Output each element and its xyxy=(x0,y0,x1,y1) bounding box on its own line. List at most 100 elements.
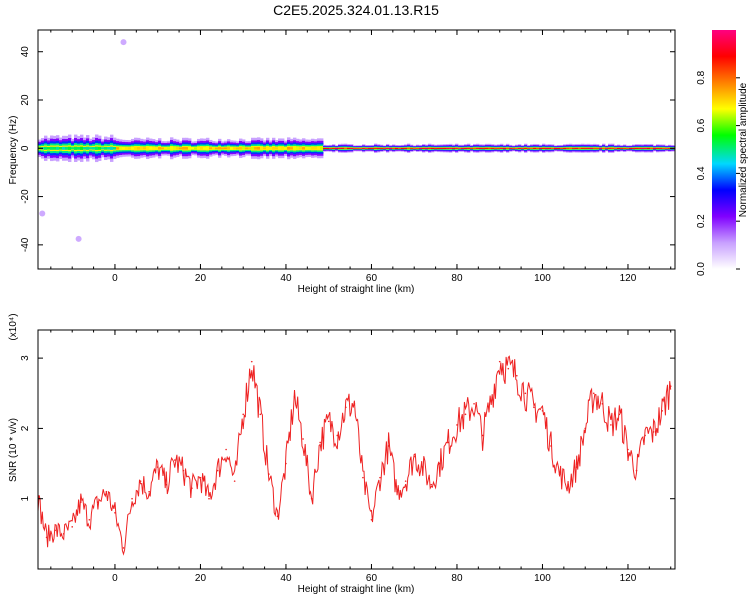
spectrogram-cell xyxy=(356,147,360,150)
spectrogram-cell xyxy=(215,147,219,150)
spectrogram-cell xyxy=(230,147,234,150)
spectrogram-cell xyxy=(53,146,57,150)
spectrogram-cell xyxy=(107,146,111,150)
snr-point xyxy=(362,476,364,479)
spectrogram-cell xyxy=(578,147,582,149)
x-tick-label: 120 xyxy=(620,273,637,284)
spectrogram-cell xyxy=(431,147,435,150)
spectrogram-cell xyxy=(329,147,333,150)
snr-plot-area xyxy=(38,355,672,556)
spectrogram-band xyxy=(38,39,675,242)
snr-point xyxy=(439,462,441,465)
spectrogram-cell xyxy=(464,147,468,149)
spectrogram-cell xyxy=(479,147,483,150)
spectrogram-cell xyxy=(632,147,636,150)
spectrogram-axes: 0 20 40 60 80 100 120 -40 -20 0 20 40 xyxy=(20,30,675,284)
spectrogram-cell xyxy=(500,147,504,149)
spectrogram-outlier xyxy=(39,210,46,217)
snr-point xyxy=(396,490,398,493)
spectrogram-cell xyxy=(71,147,75,150)
spectrogram-cell xyxy=(452,147,456,150)
spectrogram-cell xyxy=(506,147,510,149)
spectrogram-cell xyxy=(668,147,672,150)
spectrogram-cell xyxy=(128,147,132,150)
spectrogram-cell xyxy=(314,147,318,150)
y-tick-label: 3 xyxy=(20,355,31,361)
snr-point xyxy=(216,469,219,472)
spectrogram-cell xyxy=(623,147,627,150)
spectrogram-cell xyxy=(371,147,375,150)
snr-point xyxy=(208,497,210,500)
spectrogram-cell xyxy=(338,147,342,149)
spectrogram-cell xyxy=(476,147,480,149)
spectrogram-cell xyxy=(392,147,396,150)
spectrogram-cell xyxy=(608,147,612,149)
spectrogram-cell xyxy=(272,147,276,150)
snr-point xyxy=(327,420,330,423)
snr-point xyxy=(353,403,356,405)
spectrogram-cell xyxy=(599,147,603,150)
spectrogram-cell xyxy=(626,147,630,150)
spectrogram-cell xyxy=(257,146,261,150)
spectrogram-cell xyxy=(512,147,516,150)
spectrogram-cell xyxy=(509,147,513,150)
spectrogram-cell xyxy=(320,147,324,150)
spectrogram-cell xyxy=(83,147,87,150)
spectrogram-cell xyxy=(539,147,543,150)
spectrogram-cell xyxy=(260,147,264,150)
spectrogram-cell xyxy=(194,147,198,150)
spectrogram-panel: 0 20 40 60 80 100 120 -40 -20 0 20 40 Height of str… xyxy=(8,29,676,295)
snr-point xyxy=(610,424,612,426)
snr-point xyxy=(233,480,236,482)
spectrogram-cell xyxy=(197,147,201,150)
spectrogram-cell xyxy=(602,147,606,149)
spectrogram-cell xyxy=(473,147,477,149)
colorbar-gradient xyxy=(712,30,736,269)
snr-point xyxy=(456,424,458,426)
spectrogram-cell xyxy=(137,147,141,150)
spectrogram-cell xyxy=(380,147,384,150)
spectrogram-cell xyxy=(407,147,411,149)
spectrogram-cell xyxy=(158,147,162,150)
snr-point xyxy=(250,360,253,363)
spectrogram-cell xyxy=(638,147,642,149)
spectrogram-cell xyxy=(383,147,387,150)
spectrogram-cell xyxy=(224,147,228,150)
x-tick-label: 20 xyxy=(195,273,207,284)
snr-point xyxy=(592,392,595,395)
spectrogram-cell xyxy=(587,147,591,149)
spectrogram-cell xyxy=(281,147,285,150)
spectrogram-cell xyxy=(86,146,90,150)
spectrogram-cell xyxy=(266,147,270,150)
spectrogram-cell xyxy=(527,147,531,150)
spectrogram-cell xyxy=(584,147,588,149)
spectrogram-cell xyxy=(497,147,501,150)
snr-point xyxy=(498,360,501,363)
spectrogram-cell xyxy=(518,147,522,149)
snr-point xyxy=(276,515,279,518)
spectrogram-cell xyxy=(80,146,84,150)
spectrogram-cell xyxy=(494,147,498,150)
snr-panel: 0 20 40 60 80 100 120 1 2 3 (x10⁴) Height of stra… xyxy=(8,313,676,595)
spectrogram-cell xyxy=(311,147,315,150)
snr-point xyxy=(473,403,475,405)
snr-point xyxy=(139,480,142,482)
spectrogram-cell xyxy=(533,147,537,149)
y-tick-label: -20 xyxy=(20,189,31,204)
spectrogram-cell xyxy=(242,147,246,150)
spectrogram-cell xyxy=(491,147,495,149)
y-tick-label: 0 xyxy=(20,145,31,151)
colorbar-tick-label: 0.0 xyxy=(696,262,707,276)
spectrogram-cell xyxy=(644,147,648,149)
spectrogram-cell xyxy=(161,147,165,150)
spectrogram-cell xyxy=(74,146,78,150)
spectrogram-cell xyxy=(140,147,144,150)
spectrogram-cell xyxy=(458,147,462,150)
spectrogram-cell xyxy=(389,147,393,150)
snr-point xyxy=(627,448,629,451)
snr-point xyxy=(62,533,65,535)
spectrogram-cell xyxy=(461,147,465,150)
spectrogram-cell xyxy=(485,147,489,149)
snr-point xyxy=(174,459,176,461)
